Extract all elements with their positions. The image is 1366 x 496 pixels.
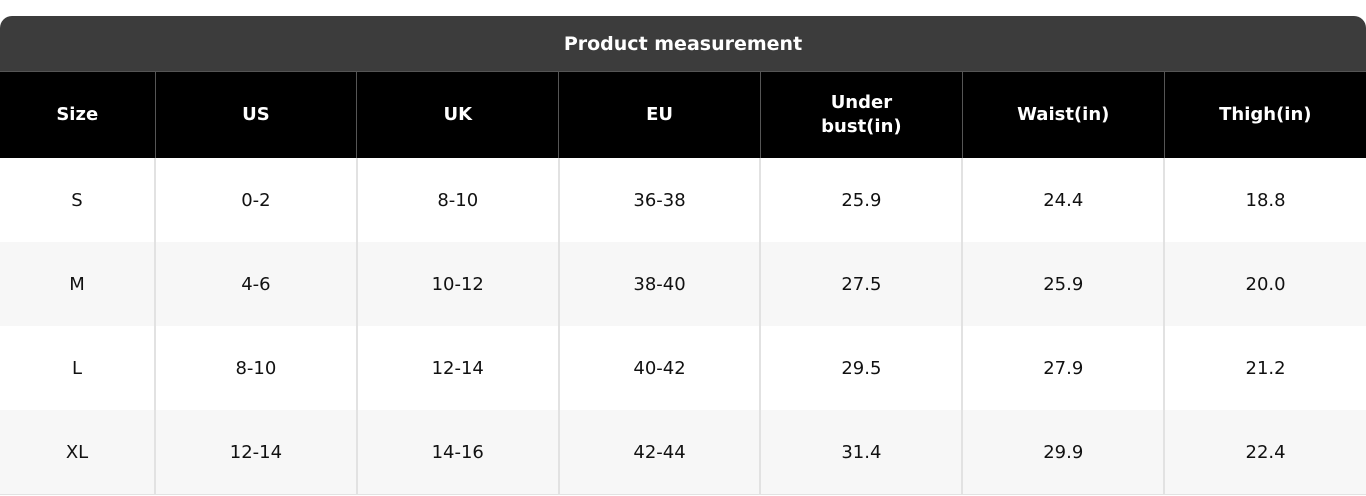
table-cell: 12-14 (154, 410, 357, 495)
header-text: EU (646, 103, 674, 125)
header-cell: US (154, 72, 357, 158)
header-cell: EU (558, 72, 761, 158)
table-cell: 21.2 (1163, 326, 1366, 410)
table-cell: 8-10 (154, 326, 357, 410)
header-text: Under bust(in) (821, 91, 902, 137)
table-body: S 0-2 8-10 36-38 25.9 24.4 18.8 M 4-6 10-12 38-40 2… (0, 158, 1366, 495)
table-cell: 10-12 (355, 242, 559, 326)
table-row: L 8-10 12-14 40-42 29.5 27.9 21.2 (0, 326, 1366, 410)
header-cell: Size (0, 72, 155, 158)
table-row: S 0-2 8-10 36-38 25.9 24.4 18.8 (0, 158, 1366, 242)
header-cell: Under bust(in) (759, 72, 963, 158)
size-table: Size US UK EU Under bust(in) Waist(in) Thigh(i… (0, 72, 1366, 495)
table-row: M 4-6 10-12 38-40 27.5 25.9 20.0 (0, 242, 1366, 326)
header-row: Size US UK EU Under bust(in) Waist(in) Thigh(i… (0, 72, 1366, 158)
table-cell: 4-6 (154, 242, 357, 326)
table-cell: S (71, 189, 83, 211)
header-cell: Thigh(in) (1163, 72, 1366, 158)
table-cell: 24.4 (961, 158, 1165, 242)
table-cell: 38-40 (557, 242, 761, 326)
table-cell: XL (0, 410, 155, 495)
table-title: Product measurement (0, 16, 1366, 72)
table-cell: 27.9 (961, 326, 1165, 410)
table-cell: 42-44 (557, 410, 761, 495)
table-cell: 25.9 (759, 158, 963, 242)
table-cell: 8-10 (355, 158, 559, 242)
size-table-card: Product measurement Size US UK EU Under bust… (0, 16, 1366, 495)
table-cell: M (0, 242, 155, 326)
table-cell: 0-2 (154, 158, 357, 242)
table-cell: 25.9 (961, 242, 1165, 326)
table-cell: 29.5 (759, 326, 963, 410)
table-cell: 12-14 (355, 326, 559, 410)
table-cell: 14-16 (355, 410, 559, 495)
table-cell: 40-42 (557, 326, 761, 410)
table-cell: 31.4 (759, 410, 963, 495)
table-cell: 36-38 (557, 158, 761, 242)
table-cell: 20.0 (1163, 242, 1366, 326)
table-cell: 22.4 (1163, 410, 1366, 495)
header-cell: UK (356, 72, 559, 158)
table-cell: 27.5 (759, 242, 963, 326)
header-text: Thigh(in) (1219, 103, 1312, 125)
header-text: US (242, 103, 270, 125)
table-row: XL 12-14 14-16 42-44 31.4 29.9 22.4 (0, 410, 1366, 495)
header-text: UK (443, 103, 473, 125)
header-cell: Waist(in) (961, 72, 1165, 158)
table-cell: 18.8 (1163, 158, 1366, 242)
table-cell: L (71, 357, 83, 379)
table-cell: 29.9 (961, 410, 1165, 495)
header-text: Waist(in) (1017, 103, 1110, 125)
header-text: Size (56, 103, 99, 125)
